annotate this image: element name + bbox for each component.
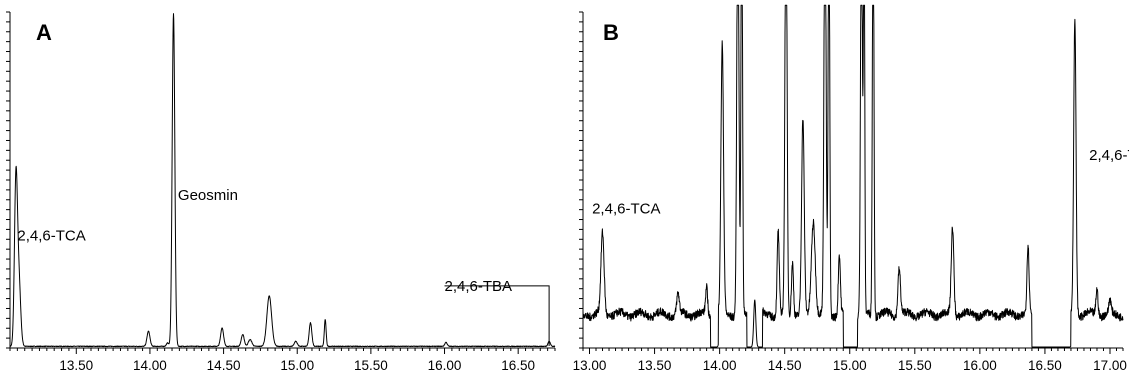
x-tick-label: 13.50 [638,358,672,373]
x-tick-label: 14.50 [207,358,241,373]
peak-annotation: 2,4,6-TBA [445,278,513,295]
signal-trace-A [9,13,556,348]
x-tick-label: 14.00 [703,358,737,373]
x-tick-label: 15.00 [280,358,314,373]
peak-annotation: 2,4,6-TCA [17,227,85,244]
signal-trace-B [582,4,1124,348]
panel-letter-B: B [603,20,619,45]
x-tick-label: 13.00 [573,358,607,373]
x-tick-label: 15.50 [354,358,388,373]
x-tick-label: 14.50 [768,358,802,373]
x-tick-label: 16.50 [501,358,535,373]
x-tick-label: 16.00 [428,358,462,373]
peak-annotation: 2,4,6-TBA [1089,147,1129,164]
x-tick-label: 17.00 [1093,358,1127,373]
x-tick-label: 16.50 [1028,358,1062,373]
x-tick-label: 15.50 [898,358,932,373]
panel-letter-A: A [36,20,52,45]
tba-bracket [444,285,550,346]
x-tick-label: 14.00 [133,358,167,373]
x-tick-label: 16.00 [963,358,997,373]
peak-annotation: Geosmin [178,187,238,204]
peak-annotation: 2,4,6-TCA [592,201,660,218]
x-tick-label: 13.50 [59,358,93,373]
x-tick-label: 15.00 [833,358,867,373]
